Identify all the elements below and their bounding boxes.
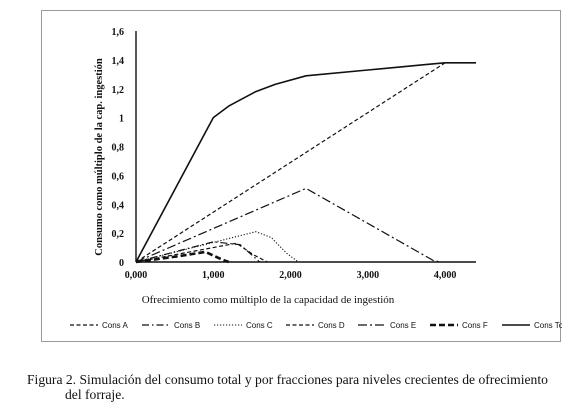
legend-label: Cons Total [534,321,562,330]
y-tick-label: 1,4 [112,56,125,67]
chart-frame: 0 0,2 0,4 0,6 0,8 1 1,2 1,4 1,6 0,000 1,000 2,000 3,… [41,10,562,342]
legend-label: Cons C [246,321,273,330]
legend-label: Cons B [174,321,200,330]
figure-caption: Figura 2. Simulación del consumo total y… [27,372,577,402]
series-line-cons-total [135,61,476,263]
y-tick-label: 0,8 [112,143,125,154]
series-line-cons-a [135,62,446,263]
axes: 0 0,2 0,4 0,6 0,8 1 1,2 1,4 1,6 0,000 1,000 2,000 3,… [112,27,476,281]
chart-svg: 0 0,2 0,4 0,6 0,8 1 1,2 1,4 1,6 0,000 1,000 2,000 3,… [70,27,562,330]
x-tick-label: 3,000 [357,270,380,281]
legend-label: Cons D [318,321,345,330]
y-tick-label: 0,4 [112,200,125,211]
legend: Cons A Cons B Cons C Cons D Cons E Cons F Cons… [70,321,562,330]
series-line-cons-f [135,250,230,264]
caption-line-2: del forraje. [65,387,125,402]
legend-label: Cons F [462,321,488,330]
series-line-cons-d [135,242,268,263]
x-tick-label: 4,000 [434,270,457,281]
y-tick-label: 0 [119,258,124,269]
y-tick-label: 1,6 [112,27,125,38]
y-tick-label: 0,2 [112,229,125,240]
series-layer [135,61,476,264]
x-axis-title: Ofrecimiento como múltiplo de la capacid… [142,294,395,306]
caption-line-1: Figura 2. Simulación del consumo total y… [27,372,548,387]
y-tick-label: 0,6 [112,171,125,182]
legend-label: Cons E [390,321,416,330]
x-tick-label: 1,000 [202,270,225,281]
x-tick-label: 2,000 [279,270,302,281]
series-line-cons-e [135,187,442,263]
y-axis-title: Consumo como múltiplo de la cap. ingesti… [94,58,105,256]
y-tick-label: 1 [119,114,124,125]
x-tick-label: 0,000 [125,270,148,281]
legend-label: Cons A [102,321,128,330]
y-tick-label: 1,2 [112,85,125,96]
